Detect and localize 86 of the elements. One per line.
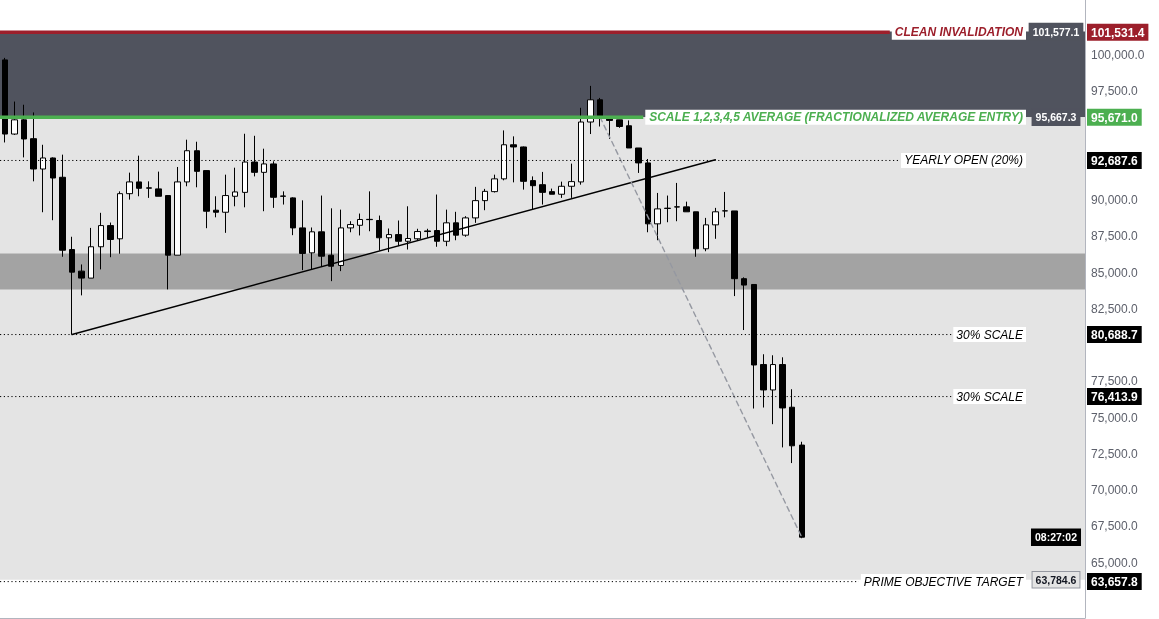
- y-tick-label: 77,500.0: [1091, 374, 1139, 389]
- candlestick: [453, 211, 459, 241]
- candlestick: [174, 166, 181, 256]
- candlestick: [664, 195, 671, 223]
- candlestick: [395, 220, 402, 247]
- ref-line-label: 30% SCALE: [956, 327, 1024, 342]
- y-tick-label: 95,671.0: [1091, 110, 1139, 125]
- y-tick-label: 101,531.4: [1091, 25, 1145, 40]
- candlestick: [414, 228, 421, 241]
- candlestick: [107, 222, 114, 258]
- candlestick: [693, 211, 699, 258]
- candlestick: [98, 212, 104, 270]
- candlestick: [117, 190, 123, 255]
- candlestick: [213, 195, 219, 218]
- candlestick: [386, 227, 392, 253]
- y-tick-label: 70,000.0: [1091, 483, 1139, 498]
- candlestick: [568, 163, 575, 199]
- candlestick: [290, 196, 296, 236]
- y-tick-label: 65,000.0: [1091, 555, 1139, 570]
- y-tick-label: 72,500.0: [1091, 446, 1139, 461]
- candlestick: [338, 209, 344, 272]
- candlestick: [654, 192, 661, 241]
- y-tick-label: 80,688.7: [1091, 328, 1139, 343]
- candlestick: [799, 441, 805, 539]
- candlestick: [280, 190, 286, 206]
- y-tick-label: 92,687.6: [1091, 153, 1139, 168]
- candlestick: [434, 194, 440, 248]
- candlestick: [722, 191, 728, 218]
- y-tick-label: 97,500.0: [1091, 84, 1139, 99]
- candlestick: [222, 174, 229, 234]
- candlestick: [78, 263, 85, 296]
- candlestick: [482, 188, 488, 211]
- y-tick-label: 67,500.0: [1091, 519, 1139, 534]
- annotation: 101,577.1: [1032, 25, 1080, 38]
- ref-line-label: PRIME OBJECTIVE TARGET: [863, 574, 1025, 589]
- ref-line-label: 30% SCALE: [956, 389, 1024, 404]
- candlestick: [491, 174, 498, 194]
- candlestick: [203, 169, 210, 229]
- candlestick: [472, 186, 479, 224]
- y-tick-label: 75,000.0: [1091, 410, 1139, 425]
- candlestick: [549, 188, 555, 195]
- candlestick: [616, 119, 623, 129]
- y-tick-label: 90,000.0: [1091, 192, 1139, 207]
- candlestick: [712, 207, 719, 240]
- candlestick: [21, 104, 27, 158]
- candlestick: [674, 182, 680, 222]
- candlestick: [731, 210, 738, 297]
- candlestick: [270, 160, 277, 209]
- ref-line-label: SCALE 1,2,3,4,5 AVERAGE (FRACTIONALIZED AVERAGE ENTRY): [649, 110, 1023, 125]
- candlestick: [539, 171, 546, 206]
- annotation: 95,667.3: [1035, 111, 1077, 124]
- candlestick: [126, 172, 133, 201]
- ref-line-label: YEARLY OPEN (20%): [904, 153, 1023, 168]
- candlestick: [741, 276, 747, 331]
- candlestick: [88, 227, 94, 279]
- annotation: 08:27:02: [1034, 531, 1078, 544]
- candlestick: [155, 171, 162, 197]
- candlestick: [530, 175, 536, 211]
- y-tick-label: 63,657.8: [1091, 575, 1139, 590]
- candlestick: [309, 226, 315, 270]
- annotation: 63,784.6: [1035, 573, 1077, 586]
- candlestick: [357, 213, 363, 236]
- candlestick: [232, 167, 238, 207]
- y-tick-label: 85,000.0: [1091, 265, 1139, 280]
- candlestick: [424, 228, 431, 239]
- candlestick: [443, 209, 450, 247]
- candlestick: [376, 215, 382, 252]
- candlestick: [328, 207, 334, 282]
- candlestick: [626, 119, 632, 149]
- candlestick: [703, 217, 709, 252]
- candlestick: [299, 199, 306, 271]
- candlestick: [558, 181, 565, 199]
- y-tick-label: 87,500.0: [1091, 229, 1139, 244]
- candlestick: [683, 201, 690, 213]
- ref-line-label: CLEAN INVALIDATION: [894, 25, 1024, 40]
- candlestick: [347, 220, 354, 233]
- candlestick: [146, 180, 152, 199]
- candlestick: [405, 205, 411, 251]
- candlestick: [2, 57, 8, 143]
- candlestick: [165, 194, 171, 290]
- y-tick-label: 76,413.9: [1091, 390, 1139, 405]
- candlestick: [318, 195, 325, 268]
- candlestick: [11, 101, 18, 136]
- y-tick-label: 82,500.0: [1091, 301, 1139, 316]
- y-tick-label: 100,000.0: [1091, 47, 1145, 62]
- candlestick: [366, 190, 373, 232]
